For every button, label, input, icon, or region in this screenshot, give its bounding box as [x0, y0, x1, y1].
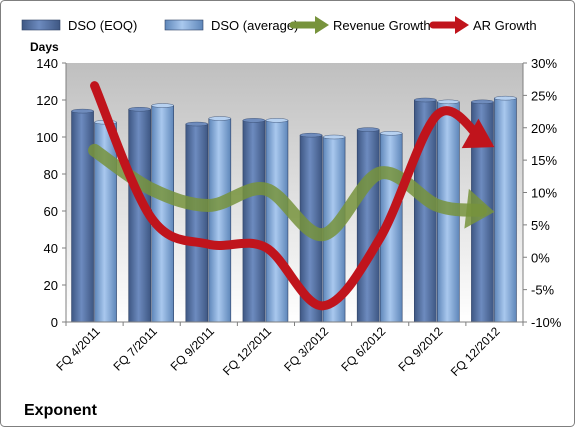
y-left-tick-label: 80 [44, 167, 58, 182]
y-right-tick-label: -10% [531, 315, 562, 330]
legend-label-dso-eoq: DSO (EOQ) [68, 18, 137, 33]
bar-dso-average [265, 120, 289, 323]
bar-dso-average [208, 118, 232, 323]
legend-label-revenue-growth: Revenue Growth [333, 18, 431, 33]
y-right-tick-label: 10% [531, 186, 557, 201]
bar-top-dso-average [265, 118, 289, 123]
y-right-tick-label: 25% [531, 88, 557, 103]
y-right-tick-label: 5% [531, 218, 550, 233]
bar-top-dso-eoq [414, 97, 437, 103]
y-left-tick-label: 60 [44, 204, 58, 219]
bar-top-dso-average [437, 99, 460, 105]
y-left-tick-label: 40 [44, 241, 58, 256]
bar-top-dso-eoq [242, 118, 266, 123]
bar-dso-eoq [71, 110, 94, 323]
bar-top-dso-eoq [128, 107, 151, 112]
lines-layer [88, 81, 495, 311]
legend-swatch-dso-eoq [21, 19, 61, 31]
legend-label-dso-average: DSO (average) [211, 18, 298, 33]
y-right-tick-label: 0% [531, 250, 550, 265]
bar-dso-eoq [242, 120, 266, 323]
bar-top-dso-eoq [71, 108, 94, 114]
legend-arrowhead-revenue-growth [315, 16, 329, 34]
bar-top-dso-average [151, 103, 174, 108]
y-right-tick-label: -5% [531, 283, 555, 298]
ar-growth-arrowhead [461, 118, 495, 149]
y-right-tick-label: 15% [531, 153, 557, 168]
revenue-growth-line [88, 143, 488, 242]
ar-growth-line [90, 81, 487, 311]
y-left-tick-label: 20 [44, 278, 58, 293]
bar-dso-average [494, 97, 517, 323]
bar-top-dso-eoq [185, 121, 209, 127]
bar-top-dso-average [494, 95, 517, 101]
y-left-tick-label: 120 [36, 93, 58, 108]
y-left-tick-label: 140 [36, 56, 58, 71]
legend-swatch-dso-average [164, 19, 204, 31]
y-left-tick-label: 0 [51, 315, 58, 330]
legend: DSO (EOQ) DSO (average) Revenue Growth AR G… [21, 16, 537, 34]
y-right-tick-label: 30% [531, 56, 557, 71]
bar-dso-eoq [356, 129, 380, 323]
bar-top-dso-average [379, 131, 403, 136]
y-axis-left-title: Days [30, 40, 59, 54]
revenue-growth-arrowhead [464, 188, 495, 229]
bar-top-dso-eoq [471, 99, 494, 105]
bar-dso-eoq [185, 123, 209, 323]
y-right-tick-label: 20% [531, 121, 557, 136]
company-label: Exponent [24, 402, 98, 419]
bar-top-dso-eoq [356, 127, 380, 132]
legend-label-ar-growth: AR Growth [473, 18, 537, 33]
y-left-tick-label: 100 [36, 130, 58, 145]
bar-top-dso-average [322, 134, 346, 140]
bar-dso-average [151, 105, 174, 323]
legend-arrowhead-ar-growth [455, 16, 469, 34]
bar-top-dso-eoq [299, 132, 323, 138]
bar-top-dso-average [208, 116, 232, 121]
